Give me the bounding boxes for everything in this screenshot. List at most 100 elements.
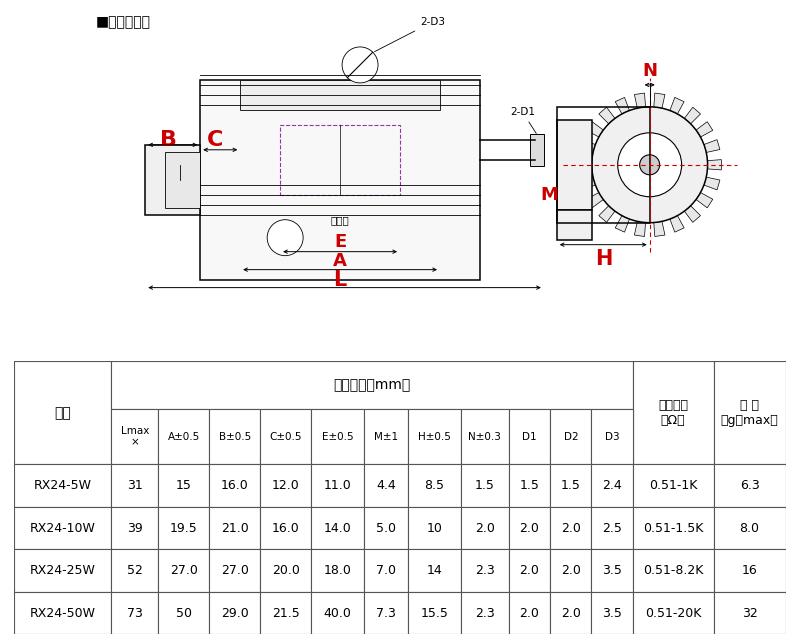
Text: M: M bbox=[541, 186, 558, 204]
Text: 5.0: 5.0 bbox=[376, 521, 396, 535]
Text: 21.0: 21.0 bbox=[221, 521, 249, 535]
Bar bbox=[591, 507, 633, 550]
Text: 2.0: 2.0 bbox=[561, 521, 581, 535]
Polygon shape bbox=[707, 160, 722, 170]
Text: 阻值范围
（Ω）: 阻值范围 （Ω） bbox=[658, 399, 688, 427]
Text: 16.0: 16.0 bbox=[221, 479, 249, 492]
Bar bbox=[158, 464, 210, 507]
Bar bbox=[260, 464, 311, 507]
Bar bbox=[408, 410, 461, 464]
Text: 8.0: 8.0 bbox=[739, 521, 759, 535]
Text: 31: 31 bbox=[127, 479, 142, 492]
Bar bbox=[550, 507, 591, 550]
Bar bbox=[461, 464, 509, 507]
Bar bbox=[364, 592, 408, 634]
Text: 7.0: 7.0 bbox=[376, 564, 396, 577]
Text: L: L bbox=[334, 270, 346, 290]
Polygon shape bbox=[579, 140, 595, 152]
Bar bbox=[633, 507, 714, 550]
Text: B±0.5: B±0.5 bbox=[218, 432, 251, 442]
Bar bbox=[550, 592, 591, 634]
Text: 外型尺寸（mm）: 外型尺寸（mm） bbox=[334, 378, 410, 392]
Bar bbox=[591, 464, 633, 507]
Bar bbox=[210, 410, 260, 464]
Circle shape bbox=[640, 155, 660, 175]
Bar bbox=[557, 210, 592, 239]
Bar bbox=[111, 507, 158, 550]
Polygon shape bbox=[634, 93, 646, 108]
Circle shape bbox=[342, 47, 378, 83]
Bar bbox=[260, 507, 311, 550]
Polygon shape bbox=[670, 98, 684, 114]
Text: 27.0: 27.0 bbox=[221, 564, 249, 577]
Bar bbox=[311, 550, 364, 592]
Text: M±1: M±1 bbox=[374, 432, 398, 442]
Text: C±0.5: C±0.5 bbox=[270, 432, 302, 442]
Text: C: C bbox=[207, 130, 223, 150]
Bar bbox=[509, 410, 550, 464]
Polygon shape bbox=[684, 205, 701, 222]
Bar bbox=[210, 550, 260, 592]
Bar bbox=[311, 592, 364, 634]
Text: 2.4: 2.4 bbox=[602, 479, 622, 492]
Polygon shape bbox=[578, 160, 592, 170]
Text: 0.51-20K: 0.51-20K bbox=[645, 607, 702, 620]
Text: 19.5: 19.5 bbox=[170, 521, 198, 535]
Polygon shape bbox=[696, 193, 713, 208]
Bar bbox=[210, 464, 260, 507]
Text: D3: D3 bbox=[605, 432, 619, 442]
Text: 40.0: 40.0 bbox=[324, 607, 351, 620]
Text: 6.3: 6.3 bbox=[740, 479, 759, 492]
Text: 2.0: 2.0 bbox=[561, 564, 581, 577]
Polygon shape bbox=[586, 122, 603, 137]
Bar bbox=[166, 152, 200, 208]
Bar bbox=[714, 550, 786, 592]
Text: 29.0: 29.0 bbox=[221, 607, 249, 620]
Bar bbox=[210, 592, 260, 634]
Bar bbox=[408, 464, 461, 507]
Polygon shape bbox=[704, 177, 720, 190]
Text: 32: 32 bbox=[742, 607, 758, 620]
Bar bbox=[111, 464, 158, 507]
Polygon shape bbox=[654, 221, 665, 236]
Text: 4.4: 4.4 bbox=[376, 479, 396, 492]
Circle shape bbox=[618, 133, 682, 196]
Text: 2.5: 2.5 bbox=[602, 521, 622, 535]
Polygon shape bbox=[684, 107, 701, 124]
Bar bbox=[591, 550, 633, 592]
Text: RX24-10W: RX24-10W bbox=[30, 521, 96, 535]
Text: D2: D2 bbox=[563, 432, 578, 442]
Bar bbox=[461, 592, 509, 634]
Polygon shape bbox=[586, 193, 603, 208]
Text: 12.0: 12.0 bbox=[272, 479, 300, 492]
Bar bbox=[633, 464, 714, 507]
Text: H±0.5: H±0.5 bbox=[418, 432, 450, 442]
Bar bbox=[311, 464, 364, 507]
Text: 50: 50 bbox=[176, 607, 192, 620]
Bar bbox=[280, 125, 400, 195]
Text: Lmax
×: Lmax × bbox=[121, 426, 149, 447]
Polygon shape bbox=[599, 107, 615, 124]
Text: A: A bbox=[333, 252, 347, 270]
Text: 3.5: 3.5 bbox=[602, 564, 622, 577]
Bar bbox=[557, 120, 592, 210]
Text: N±0.3: N±0.3 bbox=[468, 432, 501, 442]
Text: 2.3: 2.3 bbox=[475, 607, 494, 620]
Text: 10: 10 bbox=[426, 521, 442, 535]
Bar bbox=[260, 410, 311, 464]
Bar bbox=[509, 592, 550, 634]
Text: RX24-5W: RX24-5W bbox=[34, 479, 92, 492]
Bar bbox=[461, 410, 509, 464]
Bar bbox=[111, 550, 158, 592]
Bar bbox=[210, 507, 260, 550]
Polygon shape bbox=[579, 177, 595, 190]
Text: RX24-25W: RX24-25W bbox=[30, 564, 96, 577]
Text: 16.0: 16.0 bbox=[272, 521, 300, 535]
Text: 52: 52 bbox=[126, 564, 142, 577]
Bar bbox=[158, 592, 210, 634]
Text: H: H bbox=[595, 248, 613, 268]
Text: RX24-50W: RX24-50W bbox=[30, 607, 96, 620]
Bar bbox=[158, 550, 210, 592]
Bar bbox=[714, 361, 786, 464]
Bar bbox=[111, 361, 633, 410]
